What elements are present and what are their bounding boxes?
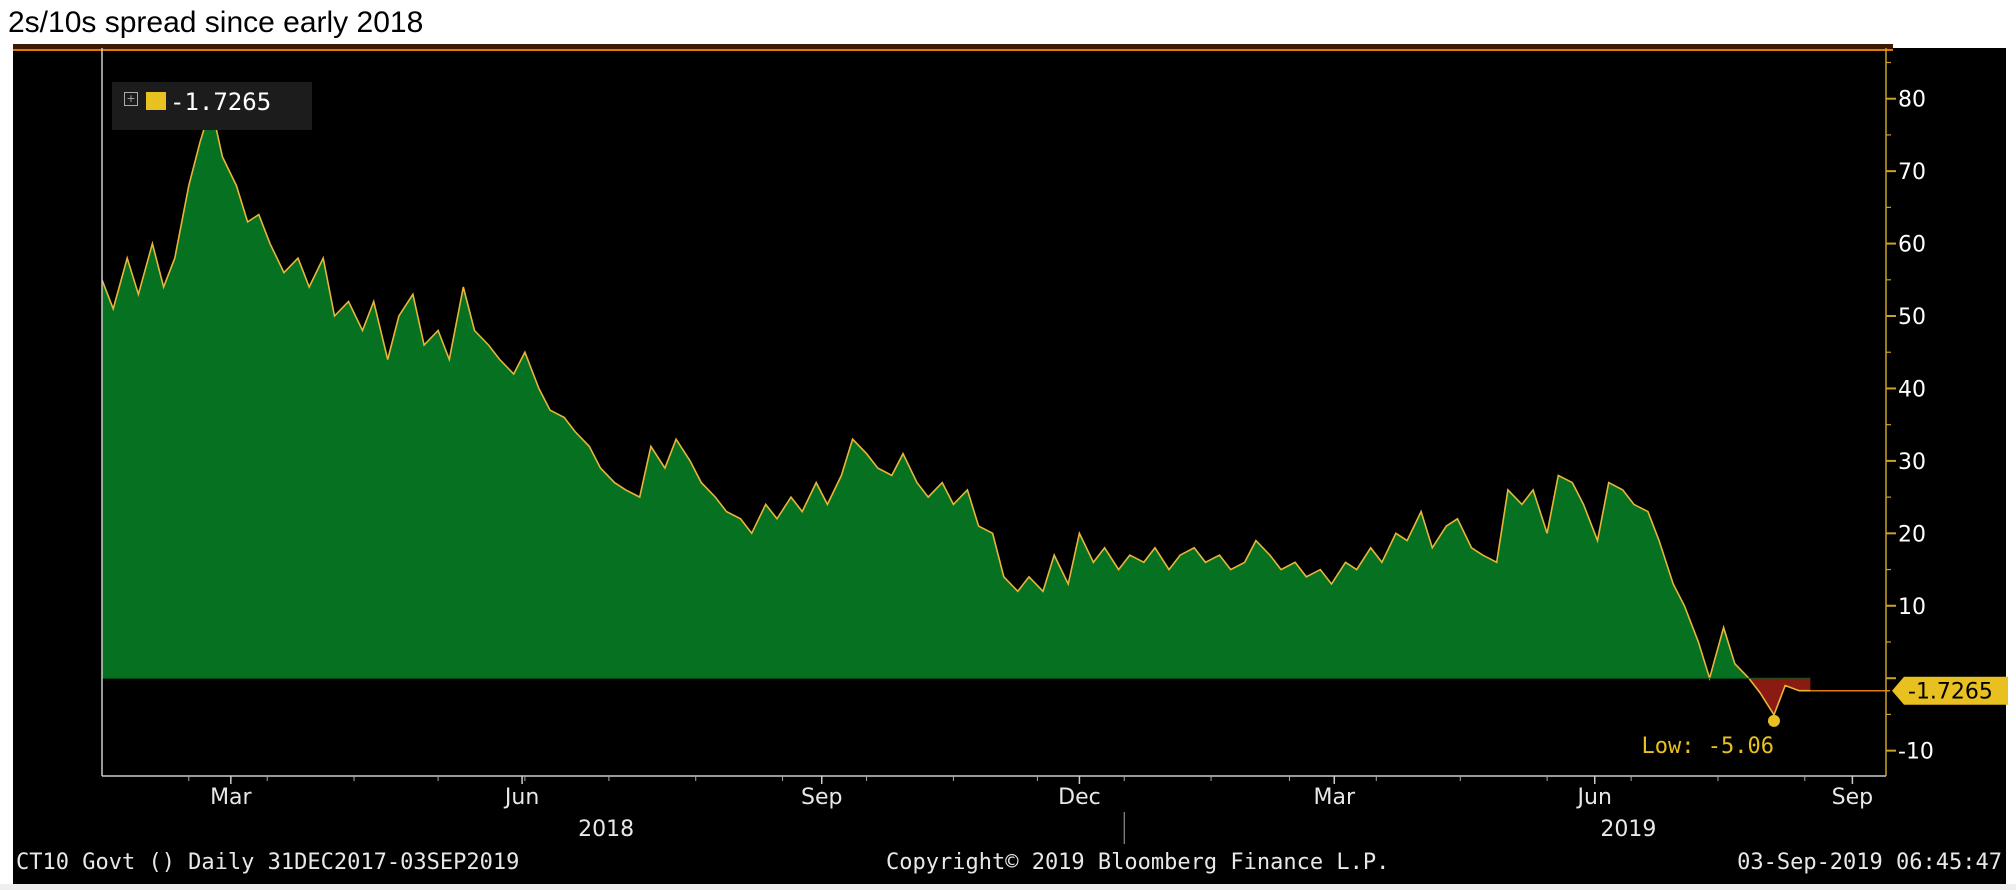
x-tick-label: Mar [1314, 785, 1356, 810]
last-value-label: -1.7265 [1908, 680, 1993, 705]
x-tick-label: Sep [801, 785, 842, 810]
x-tick-label: Dec [1058, 785, 1101, 810]
y-tick-label: 40 [1898, 377, 1926, 402]
footer-timestamp: 03-Sep-2019 06:45:47 [1737, 850, 2002, 875]
legend-value: -1.7265 [170, 88, 272, 116]
low-point-marker [1767, 714, 1780, 727]
y-tick-label: 60 [1898, 233, 1926, 258]
last-value-flag [1892, 676, 2008, 705]
y-tick-label: 30 [1898, 450, 1926, 475]
y-tick-label: -10 [1898, 740, 1934, 765]
x-year-label: 2019 [1600, 817, 1656, 842]
legend[interactable] [112, 82, 312, 130]
x-tick-label: Mar [210, 785, 252, 810]
y-tick-label: 80 [1898, 88, 1926, 113]
footer-security-info: CT10 Govt () Daily 31DEC2017-03SEP2019 [16, 850, 520, 875]
x-tick-label: Jun [503, 785, 539, 810]
y-tick-label: 70 [1898, 160, 1926, 185]
page-title: 2s/10s spread since early 2018 [8, 6, 424, 39]
legend-expand-icon[interactable]: + [124, 92, 138, 106]
x-tick-label: Sep [1832, 785, 1873, 810]
area-positive [102, 106, 1749, 679]
y-tick-label: 50 [1898, 305, 1926, 330]
y-tick-label: 20 [1898, 522, 1926, 547]
footer-copyright: Copyright© 2019 Bloomberg Finance L.P. [886, 850, 1390, 875]
x-year-label: 2018 [578, 817, 634, 842]
low-label: Low: -5.06 [1642, 734, 1774, 759]
legend-swatch [146, 92, 166, 110]
top-strip [13, 44, 1893, 50]
top-strip-line [13, 49, 1893, 51]
x-tick-label: Jun [1576, 785, 1612, 810]
y-tick-label: 10 [1898, 595, 1926, 620]
series-line [101, 102, 1811, 717]
bottom-band [0, 884, 2016, 890]
